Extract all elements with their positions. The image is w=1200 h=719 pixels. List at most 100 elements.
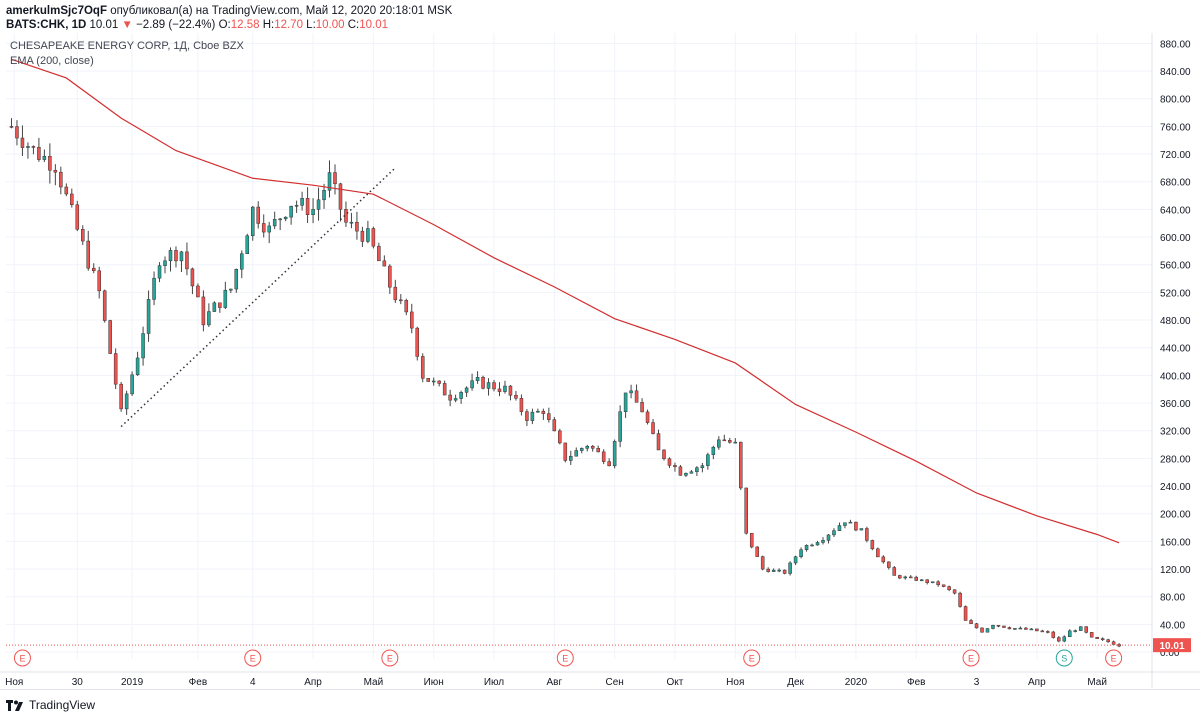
author-name[interactable]: amerkulmSjc7OqF [6, 5, 107, 17]
candle-body [475, 377, 480, 381]
y-tick-label: 400.00 [1160, 371, 1191, 382]
candle-body [377, 245, 381, 262]
y-tick-label: 360.00 [1160, 399, 1191, 410]
candle-body [70, 193, 74, 206]
candle-body [536, 410, 540, 413]
low-value: 10.00 [315, 19, 345, 31]
candle-body [338, 183, 343, 210]
candle-body [974, 623, 979, 629]
candle-body [448, 394, 452, 401]
candle-body [185, 251, 189, 270]
candle-body [700, 465, 705, 468]
candle-body [1084, 626, 1088, 633]
candle-body [300, 198, 304, 206]
candle-body [755, 546, 759, 557]
candle-body [656, 433, 661, 451]
candle-body [843, 522, 847, 526]
y-tick-label: 640.00 [1160, 205, 1191, 216]
candle-body [662, 449, 666, 460]
candle-body [519, 397, 524, 412]
candle-body [75, 204, 80, 230]
tradingview-logo[interactable]: TradingView [6, 698, 95, 712]
earnings-marker [1105, 649, 1123, 667]
y-tick-label: 760.00 [1160, 122, 1191, 133]
candle-body [1018, 627, 1023, 630]
candle-body [157, 265, 162, 279]
x-tick-label: Фев [907, 677, 925, 688]
candle-body [969, 620, 973, 624]
candle-body [985, 628, 990, 633]
candle-body [1089, 632, 1094, 638]
candle-body [146, 299, 151, 334]
candle-body [1046, 631, 1050, 633]
candle-body [382, 260, 387, 267]
candle-body [744, 487, 748, 534]
candle-body [837, 525, 842, 531]
candle-body [579, 448, 584, 451]
candle-body [223, 289, 228, 308]
candle-body [804, 545, 809, 551]
candle-body [179, 251, 184, 262]
candle-body [327, 172, 332, 191]
candle-body [1040, 630, 1045, 633]
brand-label: TradingView [29, 698, 96, 712]
candle-body [168, 250, 173, 262]
y-tick-label: 440.00 [1160, 344, 1191, 355]
candle-body [793, 556, 798, 564]
candle-body [190, 268, 195, 287]
candle-body [826, 534, 831, 541]
candle-body [152, 277, 156, 300]
candle-body [815, 542, 820, 546]
candle-body [645, 411, 650, 423]
earnings-marker [743, 649, 761, 667]
candle-body [470, 380, 474, 389]
candle-body [97, 270, 101, 292]
candle-body [898, 575, 902, 579]
candle-body [848, 521, 853, 524]
ohlc-header: BATS:CHK, 1D 10.01 ▼ −2.89 (−22.4%) O:12… [6, 18, 388, 32]
chart-area[interactable]: 0.00 40.00 80.00 120.00 160.00 200.00 240.00 28… [0, 33, 1200, 688]
ema-line [11, 58, 1120, 544]
x-tick-label: Май [1087, 677, 1107, 688]
candle-body [667, 458, 672, 466]
candle-body [514, 394, 518, 399]
candle-body [196, 285, 200, 298]
candle-body [991, 624, 995, 629]
candle-body [1111, 641, 1116, 645]
candle-body [870, 540, 875, 550]
candle-body [914, 576, 918, 581]
candle-body [552, 419, 557, 432]
candle-body [749, 532, 754, 548]
price-chart[interactable]: 0.00 40.00 80.00 120.00 160.00 200.00 240.00 28… [0, 33, 1200, 688]
y-tick-label: 680.00 [1160, 178, 1191, 189]
legend-indicator[interactable]: EMA (200, close) [10, 55, 94, 67]
candle-body [48, 156, 52, 171]
x-tick-label: 2020 [845, 677, 868, 688]
candle-body [135, 357, 140, 376]
earnings-marker [556, 649, 574, 667]
tradingview-logo-icon [6, 699, 23, 711]
candle-body [1024, 627, 1028, 630]
y-tick-label: 600.00 [1160, 233, 1191, 244]
candle-body [393, 286, 398, 301]
candle-body [322, 190, 326, 201]
candle-body [634, 390, 639, 403]
candle-body [684, 472, 688, 476]
open-value: 12.58 [230, 19, 260, 31]
candle-body [563, 442, 568, 461]
x-tick-label: Фев [189, 677, 207, 688]
open-label: O: [218, 19, 231, 31]
candle-body [859, 528, 864, 531]
event-label: E [387, 654, 393, 664]
candle-body [234, 268, 239, 290]
candle-body [130, 374, 134, 395]
candle-body [486, 382, 491, 389]
candle-body [174, 250, 178, 262]
x-tick-label: Апр [304, 677, 322, 688]
candle-body [936, 581, 940, 586]
candle-body [678, 466, 683, 476]
candle-body [1067, 630, 1072, 638]
candle-body [892, 567, 897, 576]
candle-body [437, 380, 441, 384]
high-value: 12.70 [274, 19, 303, 31]
